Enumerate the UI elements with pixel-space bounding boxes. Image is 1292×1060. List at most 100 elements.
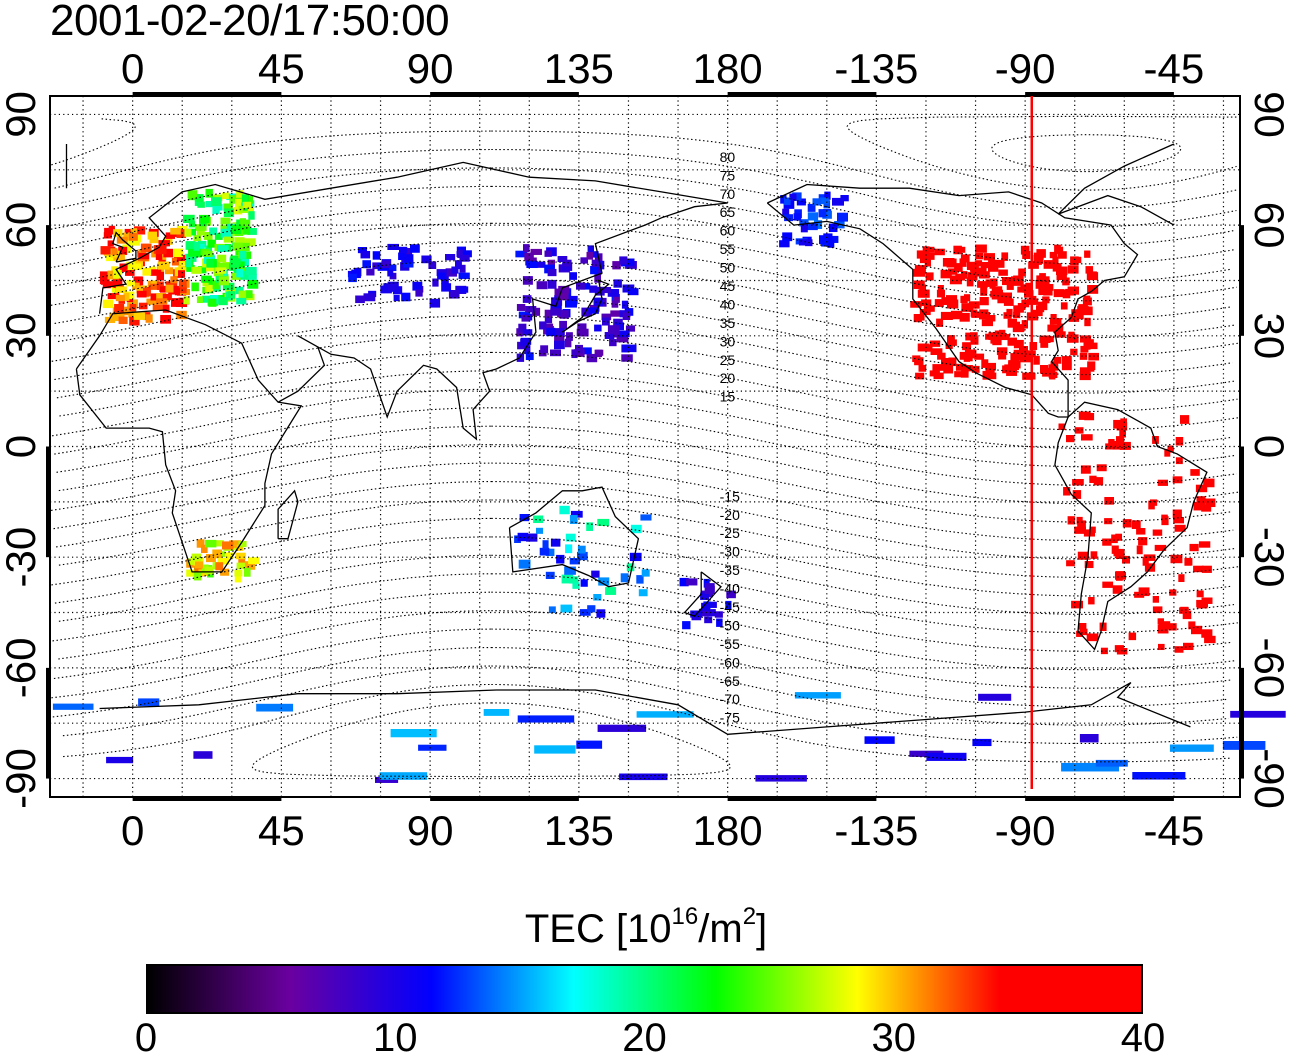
tec-point [196,539,205,548]
tec-point [517,532,528,542]
tec-point [814,220,823,230]
tec-point [586,353,598,363]
tec-point [405,248,413,256]
tec-point [206,554,216,563]
tec-point [569,515,578,524]
tec-point [114,304,125,313]
tec-point [1120,418,1127,427]
tec-point [938,290,945,297]
tec-point [619,773,668,781]
tec-point [1053,356,1062,364]
lat-tick-left: -30 [0,527,44,588]
tec-point [102,299,114,309]
tec-point [185,253,197,262]
tec-point [236,562,246,570]
tec-point [111,248,118,255]
tec-point [1148,500,1155,510]
tec-point [704,585,715,595]
tec-point [223,203,233,211]
tec-point [217,557,229,565]
lat-tick-left: -60 [0,638,44,699]
tec-point [1090,551,1098,559]
tec-point [1088,597,1095,605]
tec-point [796,198,806,206]
tec-point [640,514,652,521]
tec-point [974,353,985,360]
mag-lat-contour [51,296,1233,376]
tec-point [401,292,411,302]
tec-point [123,232,133,241]
tec-point [216,540,224,547]
tec-point [234,207,243,215]
tec-point [972,738,992,747]
tec-point [613,279,622,288]
mag-lat-contour [53,610,1232,689]
frame-bar-bottom [132,796,282,801]
tec-point [624,258,635,266]
tec-point [209,227,218,235]
lat-tick-right: -60 [1246,638,1292,699]
tec-point [1022,251,1031,260]
tec-point [714,611,723,618]
tec-point [915,372,925,380]
frame-bar-top [727,92,877,97]
tec-point [932,364,945,371]
tec-point [982,370,990,380]
tec-point [214,233,223,240]
tec-point [521,314,531,322]
tec-point [1190,469,1200,476]
mag-lat-contour [58,425,1239,505]
tec-point [1013,305,1024,313]
tec-point [348,273,357,283]
tec-point [218,276,229,286]
tec-point [698,608,709,617]
tec-point [636,711,694,718]
tec-point [191,266,202,274]
tec-point [170,227,181,235]
tec-point [970,336,979,345]
tec-point [222,282,235,291]
tec-point [971,311,980,318]
tec-point [1115,533,1122,541]
tec-point [564,566,576,575]
tec-point [806,223,818,231]
lat-tick-left: 0 [0,435,44,458]
tec-point [1157,479,1168,486]
tec-point [459,254,470,262]
tec-point [245,266,257,275]
tec-point [1067,265,1079,274]
tec-point [1180,415,1190,424]
tec-point [1048,364,1059,371]
tec-point [823,200,831,209]
tec-point [1196,496,1206,504]
tec-point [1022,372,1031,380]
tec-point [113,269,122,279]
tec-point [945,342,953,350]
mag-lat-label: 50 [720,260,736,276]
tec-point [784,214,793,222]
tec-point [1042,367,1050,377]
tec-point [1019,346,1028,355]
tec-point [108,281,115,288]
tec-point [1161,514,1168,522]
tec-point [569,576,579,584]
tec-point [1070,348,1078,356]
tec-point [557,256,568,263]
mag-lat-label: -20 [720,507,740,523]
tec-point [1070,256,1079,266]
tec-point [1132,772,1186,780]
tec-point [390,729,437,738]
tec-point [1047,324,1055,332]
tec-point [1058,251,1067,259]
mag-lat-label: -60 [720,654,740,670]
tec-point [978,693,1012,701]
tec-point [242,201,252,209]
tec-point [590,266,598,275]
tec-point [997,333,1010,341]
tec-point [1172,509,1182,518]
tec-point [109,312,120,322]
tec-point [112,277,123,285]
tec-point [1060,302,1068,310]
tec-point [922,246,930,254]
tec-point [1088,352,1099,361]
